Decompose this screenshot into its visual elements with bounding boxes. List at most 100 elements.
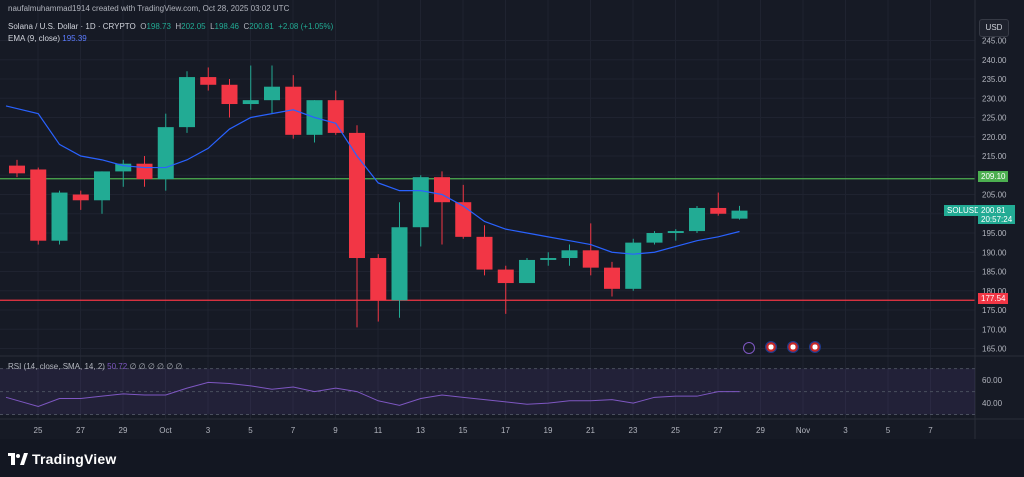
candle-body [604,267,620,289]
price-tick-label: 180.00 [982,287,1007,296]
low-label: L [210,22,215,31]
price-tick-label: 165.00 [982,345,1007,354]
candle-body [136,163,153,180]
change-value: +2.08 (+1.05%) [278,22,334,31]
candle-body [731,210,748,219]
time-tick-label: 11 [374,426,383,435]
rsi-label: RSI (14, close, SMA, 14, 2) [8,362,105,371]
time-tick-label: 23 [629,426,638,435]
candle-body [115,163,132,172]
candle-body [582,250,599,268]
candle-body [646,233,663,243]
symbol-price-tag: SOLUSD [944,205,983,216]
candle-body [179,77,195,128]
time-tick-label: 15 [459,426,468,435]
price-tick-label: 240.00 [982,56,1007,65]
high-value: 202.05 [181,22,206,31]
ema-legend[interactable]: EMA (9, close) 195.39 [8,34,87,43]
price-chart[interactable]: 245.00 240.00 235.00 230.00 225.00 220.00 215.… [0,0,1024,439]
resistance-price-tag: 209.10 [978,171,1009,182]
time-tick-label: 27 [714,426,723,435]
time-tick-label: 27 [76,426,85,435]
symbol-title[interactable]: Solana / U.S. Dollar · 1D · CRYPTO [8,22,136,31]
ema-value: 195.39 [62,34,87,43]
candle-body [476,236,493,270]
price-tick-label: 185.00 [982,268,1007,277]
candle-body [561,250,578,259]
candle-body [221,84,238,105]
price-tick-label: 215.00 [982,152,1007,161]
us-flag-event-icon[interactable] [765,341,777,353]
ema-label: EMA (9, close) [8,34,61,43]
time-tick-label: 25 [34,426,43,435]
last-price-tag: 200.81 20:57:24 [978,205,1016,224]
candle-body [370,258,387,301]
candle-body [519,259,535,284]
rsi-tick-label: 60.00 [982,376,1003,385]
candles [9,65,748,328]
time-tick-label: 29 [756,426,765,435]
candle-body [242,100,259,105]
candle-body [455,202,472,237]
candle-body [689,207,705,232]
candle-body [391,227,408,301]
candle-body [9,165,25,174]
time-tick-label: 21 [586,426,595,435]
candle-body [72,194,89,201]
candle-body [434,177,450,203]
support-price-tag: 177.54 [978,293,1009,304]
candle-body [200,77,217,85]
open-value: 198.73 [146,22,171,31]
rsi-pane: 60.00 40.00 [0,368,1003,416]
time-axis: 25 27 29 Oct 3 5 7 9 11 13 15 17 19 21 23 25 27 29 Nov 3 5 7 [34,426,934,435]
candle-body [51,192,68,241]
rsi-legend[interactable]: RSI (14, close, SMA, 14, 2) 50.72 ∅ ∅ ∅ … [8,362,182,371]
tradingview-logo[interactable]: TradingView [8,451,116,467]
open-label: O [140,22,147,31]
price-tick-label: 195.00 [982,229,1007,238]
candle-body [157,127,174,180]
ema-line [5,105,740,255]
candle-body [30,169,47,241]
price-tick-label: 220.00 [982,133,1007,142]
candle-body [625,242,642,289]
time-tick-label: 3 [206,426,211,435]
candle-body [540,258,557,260]
rsi-line [5,381,740,408]
candle-body [412,177,429,228]
price-tick-label: 225.00 [982,114,1007,123]
price-tick-label: 175.00 [982,306,1007,315]
price-tick-label: 245.00 [982,37,1007,46]
currency-button[interactable]: USD [979,19,1009,37]
chart-credit: naufalmuhammad1914 created with TradingV… [8,4,290,13]
chart-grid [0,0,975,419]
time-tick-label: 17 [501,426,510,435]
time-tick-label: Oct [159,426,172,435]
low-value: 198.46 [214,22,239,31]
candle-body [285,86,302,135]
candle-body [349,132,365,259]
tradingview-logo-icon [8,453,28,465]
us-flag-event-icon[interactable] [787,341,799,353]
time-tick-label: 19 [544,426,553,435]
time-tick-label: 7 [928,426,933,435]
rsi-tick-label: 40.00 [982,399,1003,408]
time-tick-label: Nov [796,426,810,435]
close-value: 200.81 [249,22,274,31]
footer-bar [0,439,1024,477]
us-flag-event-icon[interactable] [809,341,821,353]
time-tick-label: 29 [119,426,128,435]
time-tick-label: 5 [248,426,253,435]
price-tick-label: 205.00 [982,191,1007,200]
brand-name: TradingView [32,451,117,467]
time-tick-label: 3 [843,426,848,435]
lightning-event-icon[interactable] [743,342,755,354]
time-tick-label: 9 [333,426,338,435]
price-tick-label: 235.00 [982,75,1007,84]
candle-body [497,269,514,284]
rsi-placeholders: ∅ ∅ ∅ ∅ ∅ ∅ [129,362,183,371]
high-label: H [175,22,182,31]
candle-body [327,100,344,133]
candle-body [667,231,684,233]
price-tick-label: 190.00 [982,248,1007,257]
